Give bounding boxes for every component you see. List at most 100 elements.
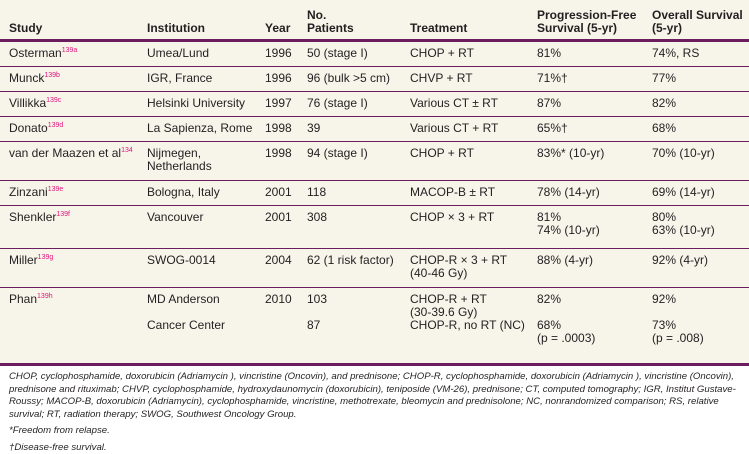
- reference-superscript: 139a: [62, 47, 78, 54]
- table-header: Study Institution Year No. Patients Trea…: [0, 0, 749, 42]
- year-text: 2010: [265, 292, 292, 306]
- cell-patients: 94 (stage I): [307, 147, 368, 160]
- cell-patients: 62 (1 risk factor): [307, 254, 394, 267]
- study-table: Study Institution Year No. Patients Trea…: [0, 0, 749, 366]
- cell-pfs: 81%: [537, 47, 561, 60]
- cell-study: Osterman139a: [9, 47, 77, 60]
- cell-os: 77%: [652, 72, 676, 85]
- table-footnotes: CHOP, cyclophosphamide, doxorubicin (Adr…: [0, 366, 749, 454]
- cell-institution: Vancouver: [147, 211, 203, 224]
- pfs-text: 78% (14-yr): [537, 185, 600, 199]
- cell-patients: 103 87: [307, 293, 327, 332]
- study-text: Donato: [9, 121, 48, 135]
- study-text: Munck: [9, 71, 44, 85]
- cell-study: Miller139g: [9, 254, 53, 267]
- cell-pfs: 81% 74% (10-yr): [537, 211, 600, 237]
- institution-text: Bologna, Italy: [147, 185, 220, 199]
- year-text: 1997: [265, 96, 292, 110]
- cell-treatment: MACOP-B ± RT: [410, 186, 495, 199]
- year-text: 2004: [265, 253, 292, 267]
- year-text: 1998: [265, 121, 292, 135]
- pfs-text: 83%* (10-yr): [537, 146, 604, 160]
- header-study: Study: [9, 22, 42, 35]
- reference-superscript: 139h: [37, 293, 53, 300]
- cell-patients: 76 (stage I): [307, 97, 368, 110]
- year-text: 1998: [265, 146, 292, 160]
- cell-patients: 39: [307, 122, 320, 135]
- cell-institution: La Sapienza, Rome: [147, 122, 252, 135]
- reference-superscript: 139g: [38, 254, 54, 261]
- treatment-text: MACOP-B ± RT: [410, 185, 495, 199]
- patients-text: 94 (stage I): [307, 146, 368, 160]
- patients-text: 50 (stage I): [307, 46, 368, 60]
- cell-treatment: CHOP + RT: [410, 147, 474, 160]
- pfs-text: 65%†: [537, 121, 568, 135]
- cell-os: 70% (10-yr): [652, 147, 715, 160]
- cell-os: 68%: [652, 122, 676, 135]
- pfs-text: 81%: [537, 46, 561, 60]
- cell-year: 1996: [265, 72, 292, 85]
- reference-superscript: 139e: [48, 186, 64, 193]
- year-text: 2001: [265, 185, 292, 199]
- cell-pfs: 87%: [537, 97, 561, 110]
- os-text: 92% 73% (p = .008): [652, 292, 704, 345]
- os-text: 77%: [652, 71, 676, 85]
- cell-pfs: 88% (4-yr): [537, 254, 593, 267]
- os-text: 92% (4-yr): [652, 253, 708, 267]
- cell-patients: 50 (stage I): [307, 47, 368, 60]
- cell-year: 2001: [265, 211, 292, 224]
- header-os: Overall Survival (5-yr): [652, 9, 743, 35]
- cell-institution: Umea/Lund: [147, 47, 209, 60]
- treatment-text: CHOP + RT: [410, 146, 474, 160]
- cell-study: van der Maazen et al134: [9, 147, 133, 160]
- institution-text: Umea/Lund: [147, 46, 209, 60]
- cell-os: 74%, RS: [652, 47, 699, 60]
- institution-text: SWOG-0014: [147, 253, 216, 267]
- cell-year: 1998: [265, 147, 292, 160]
- reference-superscript: 139c: [46, 97, 61, 104]
- cell-patients: 308: [307, 211, 327, 224]
- treatment-text: CHOP-R × 3 + RT (40-46 Gy): [410, 253, 507, 280]
- study-text: Osterman: [9, 46, 62, 60]
- patients-text: 62 (1 risk factor): [307, 253, 394, 267]
- cell-treatment: CHOP-R × 3 + RT (40-46 Gy): [410, 254, 507, 280]
- footnote-abbreviations: CHOP, cyclophosphamide, doxorubicin (Adr…: [9, 371, 740, 421]
- cell-year: 2004: [265, 254, 292, 267]
- patients-text: 39: [307, 121, 320, 135]
- institution-text: La Sapienza, Rome: [147, 121, 252, 135]
- header-patients: No. Patients: [307, 9, 354, 35]
- os-text: 68%: [652, 121, 676, 135]
- cell-institution: Helsinki University: [147, 97, 245, 110]
- cell-patients: 96 (bulk >5 cm): [307, 72, 390, 85]
- os-text: 74%, RS: [652, 46, 699, 60]
- patients-text: 103 87: [307, 292, 327, 332]
- cell-institution: IGR, France: [147, 72, 212, 85]
- cell-os: 92% (4-yr): [652, 254, 708, 267]
- institution-text: MD Anderson Cancer Center: [147, 292, 225, 332]
- institution-text: Vancouver: [147, 210, 203, 224]
- cell-pfs: 82% 68% (p = .0003): [537, 293, 595, 345]
- study-text: Villikka: [9, 96, 46, 110]
- cell-year: 1998: [265, 122, 292, 135]
- header-year: Year: [265, 22, 290, 35]
- reference-superscript: 139b: [44, 72, 60, 79]
- table-row: Villikka139c Helsinki University 1997 76 (…: [0, 92, 749, 117]
- pfs-text: 88% (4-yr): [537, 253, 593, 267]
- treatment-text: Various CT ± RT: [410, 96, 498, 110]
- cell-study: Munck139b: [9, 72, 60, 85]
- cell-institution: SWOG-0014: [147, 254, 216, 267]
- cell-treatment: Various CT + RT: [410, 122, 498, 135]
- pfs-text: 82% 68% (p = .0003): [537, 292, 595, 345]
- cell-patients: 118: [307, 186, 326, 199]
- cell-os: 92% 73% (p = .008): [652, 293, 704, 345]
- cell-year: 2010: [265, 293, 292, 306]
- os-text: 82%: [652, 96, 676, 110]
- study-text: Miller: [9, 253, 38, 267]
- table-body: Osterman139a Umea/Lund 1996 50 (stage I) CH…: [0, 42, 749, 366]
- study-text: Zinzani: [9, 185, 48, 199]
- header-treatment: Treatment: [410, 22, 467, 35]
- reference-superscript: 139f: [56, 211, 70, 218]
- cell-year: 1997: [265, 97, 292, 110]
- os-text: 69% (14-yr): [652, 185, 715, 199]
